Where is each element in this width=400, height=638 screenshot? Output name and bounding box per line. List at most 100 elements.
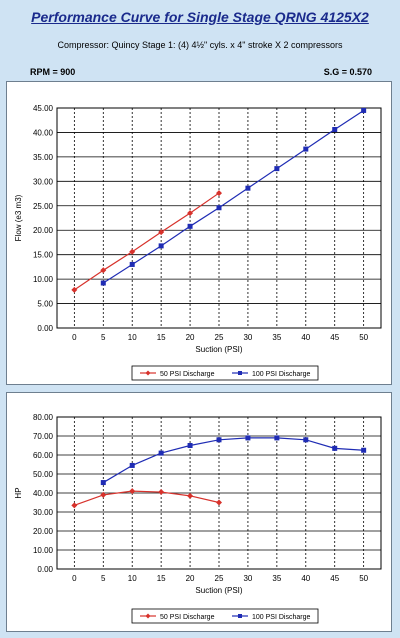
x-tick-label: 20 (186, 574, 195, 583)
hp-chart: 0.00 10.00 20.00 30.00 40.00 50.00 60.00 70.00 8… (14, 413, 382, 624)
x-tick-label: 45 (330, 574, 339, 583)
data-point (303, 146, 309, 152)
x-tick-label: 50 (359, 333, 368, 342)
compressor-description: Compressor: Quincy Stage 1: (4) 4½" cyls… (57, 40, 343, 50)
data-point (332, 445, 338, 451)
x-tick-label: 40 (301, 333, 310, 342)
y-tick-label: 20.00 (33, 527, 54, 536)
y-tick-label: 10.00 (33, 275, 54, 284)
specific-gravity-label: S.G = 0.570 (323, 67, 372, 77)
legend-marker (145, 370, 151, 376)
x-tick-label: 0 (72, 333, 77, 342)
y-tick-label: 0.00 (37, 565, 53, 574)
x-tick-label: 10 (128, 333, 137, 342)
x-tick-label: 0 (72, 574, 77, 583)
data-point (100, 267, 107, 274)
hp-chart-panel: 0.00 10.00 20.00 30.00 40.00 50.00 60.00 70.00 8… (6, 392, 392, 632)
series-line (74, 192, 220, 291)
y-tick-label: 45.00 (33, 104, 54, 113)
y-tick-label: 60.00 (33, 451, 54, 460)
legend-marker (238, 371, 242, 375)
x-axis-label: Suction (PSI) (195, 586, 242, 595)
data-point (100, 280, 106, 286)
y-tick-label: 25.00 (33, 202, 54, 211)
x-tick-label: 5 (101, 333, 106, 342)
data-point (187, 210, 194, 217)
legend-label: 50 PSI Discharge (160, 371, 215, 378)
data-point (158, 229, 165, 236)
data-point (100, 480, 106, 486)
x-tick-label: 30 (243, 574, 252, 583)
data-point (332, 127, 338, 133)
data-point (274, 166, 280, 172)
y-tick-label: 30.00 (33, 177, 54, 186)
legend-box (131, 365, 319, 381)
data-point (187, 492, 194, 499)
y-tick-label: 0.00 (37, 324, 53, 333)
data-point (129, 248, 136, 255)
x-tick-label: 50 (359, 574, 368, 583)
legend-box (131, 608, 319, 624)
y-tick-label: 35.00 (33, 153, 54, 162)
data-point (71, 286, 78, 293)
x-tick-label: 25 (215, 574, 224, 583)
data-point (274, 435, 280, 441)
data-point (216, 205, 222, 211)
data-point (303, 437, 309, 443)
data-point (216, 499, 222, 506)
x-tick-label: 30 (243, 333, 252, 342)
y-tick-label: 40.00 (33, 128, 54, 137)
x-tick-label: 5 (101, 574, 106, 583)
x-tick-label: 40 (301, 574, 310, 583)
legend-label: 50 PSI Discharge (160, 614, 215, 621)
data-point (100, 491, 107, 498)
data-point (245, 185, 251, 191)
flow-chart-panel: 0.00 5.00 10.00 15.00 20.00 25.00 30.00 35.00 40… (6, 81, 392, 385)
x-tick-label: 35 (272, 574, 281, 583)
y-tick-label: 10.00 (33, 546, 54, 555)
x-axis-label: Suction (PSI) (195, 345, 242, 354)
data-point (158, 450, 164, 456)
data-point (129, 462, 135, 468)
x-tick-label: 45 (330, 333, 339, 342)
data-point (245, 435, 251, 441)
legend-marker (145, 613, 151, 619)
y-tick-label: 5.00 (37, 300, 53, 309)
y-tick-label: 30.00 (33, 508, 54, 517)
x-tick-label: 35 (272, 333, 281, 342)
page-title: Performance Curve for Single Stage QRNG … (31, 9, 369, 25)
legend-label: 100 PSI Discharge (252, 614, 310, 621)
data-point (216, 190, 222, 197)
y-axis-label: Flow (e3 m3) (14, 194, 23, 241)
data-point (216, 437, 222, 443)
data-point (129, 261, 135, 267)
x-tick-label: 15 (157, 574, 166, 583)
y-tick-label: 20.00 (33, 226, 54, 235)
flow-chart: 0.00 5.00 10.00 15.00 20.00 25.00 30.00 35.00 40… (14, 104, 382, 381)
x-tick-label: 25 (215, 333, 224, 342)
x-tick-label: 10 (128, 574, 137, 583)
data-point (361, 447, 367, 453)
y-tick-label: 40.00 (33, 489, 54, 498)
data-point (187, 223, 193, 229)
data-point (71, 502, 78, 509)
x-tick-label: 15 (157, 333, 166, 342)
series-line (102, 437, 364, 484)
y-axis-label: HP (14, 487, 23, 498)
data-point (158, 489, 165, 496)
data-point (361, 107, 367, 113)
y-tick-label: 80.00 (33, 413, 54, 422)
y-tick-label: 70.00 (33, 432, 54, 441)
data-point (129, 488, 136, 495)
y-tick-label: 50.00 (33, 470, 54, 479)
legend-label: 100 PSI Discharge (252, 371, 310, 378)
x-tick-label: 20 (186, 333, 195, 342)
data-point (158, 243, 164, 249)
legend-marker (238, 614, 242, 618)
series-line (102, 109, 364, 284)
data-point (187, 443, 193, 448)
rpm-label: RPM = 900 (30, 67, 76, 77)
series-line (74, 490, 220, 506)
y-tick-label: 15.00 (33, 251, 54, 260)
